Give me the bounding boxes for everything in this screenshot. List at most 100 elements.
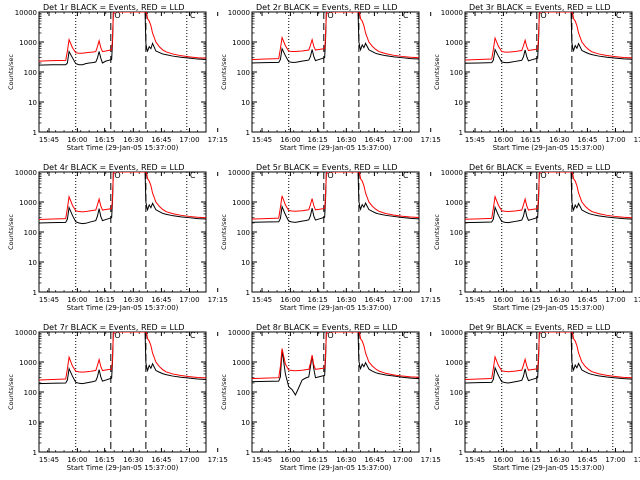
panel-det-9r: Det 9r BLACK = Events, RED = LLD 1 10 100 10… <box>433 323 640 472</box>
x-tick-label: 17:15 <box>421 456 441 464</box>
y-tick-label: 100 <box>450 389 463 397</box>
series-events-line <box>465 332 632 384</box>
y-tick-label: 100 <box>237 389 250 397</box>
y-axis-label: Counts/sec <box>433 54 441 90</box>
series-lld-line <box>252 332 419 380</box>
x-tick-label: 15:45 <box>39 136 59 144</box>
y-tick-label: 1 <box>459 289 463 297</box>
marker-label: C <box>403 11 409 20</box>
x-tick-label: 16:15 <box>521 296 541 304</box>
x-tick-label: 16:00 <box>493 296 513 304</box>
panel-det-1r: Det 1r BLACK = Events, RED = LLD 1 10 100 10… <box>7 3 228 152</box>
y-tick-label: 10 <box>28 99 37 107</box>
series-lld-line <box>39 172 206 221</box>
plot-frame <box>251 171 420 293</box>
x-tick-label: 17:00 <box>179 456 199 464</box>
y-tick-label: 10 <box>454 259 463 267</box>
x-tick-label: 17:00 <box>179 136 199 144</box>
panel-title: Det 7r BLACK = Events, RED = LLD <box>43 323 185 332</box>
x-tick-label: 16:45 <box>577 136 597 144</box>
x-tick-label: 17:00 <box>605 136 625 144</box>
plot-frame <box>38 11 207 133</box>
y-tick-label: 10000 <box>228 9 250 17</box>
x-tick-label: 16:00 <box>493 456 513 464</box>
x-tick-label: 15:45 <box>252 296 272 304</box>
y-tick-label: 1000 <box>445 199 463 207</box>
x-tick-label: 17:00 <box>179 296 199 304</box>
x-tick-label: 16:00 <box>493 136 513 144</box>
y-tick-label: 10 <box>28 259 37 267</box>
series-lld-line <box>465 332 632 380</box>
panel-det-4r: Det 4r BLACK = Events, RED = LLD 1 10 100 10… <box>7 163 228 312</box>
x-axis-label: Start Time (29-Jan-05 15:37:00) <box>280 144 392 152</box>
x-axis-label: Start Time (29-Jan-05 15:37:00) <box>493 304 605 312</box>
x-tick-label: 16:15 <box>308 296 328 304</box>
plot-frame <box>464 11 633 133</box>
marker-label: O <box>540 331 546 340</box>
y-tick-label: 10 <box>28 419 37 427</box>
series-lld-line <box>465 172 632 220</box>
marker-label: O <box>114 11 120 20</box>
x-axis-label: Start Time (29-Jan-05 15:37:00) <box>67 304 179 312</box>
x-tick-label: 15:45 <box>252 136 272 144</box>
x-tick-label: 16:30 <box>549 456 569 464</box>
x-tick-label: 16:45 <box>151 456 171 464</box>
y-tick-label: 100 <box>450 229 463 237</box>
y-tick-label: 10 <box>454 419 463 427</box>
x-tick-label: 16:30 <box>123 296 143 304</box>
plot-frame <box>464 331 633 453</box>
x-axis-label: Start Time (29-Jan-05 15:37:00) <box>493 144 605 152</box>
series-events-line <box>465 172 632 224</box>
x-tick-label: 16:00 <box>280 296 300 304</box>
panel-title: Det 1r BLACK = Events, RED = LLD <box>43 3 185 12</box>
series-events-line <box>252 332 419 396</box>
x-tick-label: 16:00 <box>280 456 300 464</box>
x-tick-label: 17:15 <box>634 136 640 144</box>
y-tick-label: 10 <box>241 99 250 107</box>
series-lld-line <box>252 12 419 61</box>
x-axis-label: Start Time (29-Jan-05 15:37:00) <box>280 304 392 312</box>
x-tick-label: 15:45 <box>39 456 59 464</box>
x-tick-label: 16:45 <box>577 296 597 304</box>
y-tick-label: 1000 <box>19 359 37 367</box>
series-lld-line <box>465 12 632 61</box>
x-tick-label: 15:45 <box>465 456 485 464</box>
y-tick-label: 10000 <box>15 169 37 177</box>
y-tick-label: 10 <box>241 259 250 267</box>
x-tick-label: 16:00 <box>67 296 87 304</box>
x-tick-label: 16:15 <box>308 136 328 144</box>
x-tick-label: 16:15 <box>95 136 115 144</box>
y-tick-label: 10000 <box>441 329 463 337</box>
y-tick-label: 10000 <box>228 329 250 337</box>
x-tick-label: 15:45 <box>252 456 272 464</box>
x-tick-label: 15:45 <box>39 296 59 304</box>
x-tick-label: 16:15 <box>95 456 115 464</box>
y-axis-label: Counts/sec <box>433 214 441 250</box>
x-tick-label: 16:45 <box>364 456 384 464</box>
x-tick-label: 15:45 <box>465 136 485 144</box>
y-axis-label: Counts/sec <box>7 374 15 410</box>
panel-det-2r: Det 2r BLACK = Events, RED = LLD 1 10 100 10… <box>220 3 441 152</box>
panel-title: Det 9r BLACK = Events, RED = LLD <box>469 323 611 332</box>
series-events-line <box>39 172 206 225</box>
panel-title: Det 5r BLACK = Events, RED = LLD <box>256 163 398 172</box>
y-tick-label: 10 <box>241 419 250 427</box>
plot-frame <box>38 331 207 453</box>
y-tick-label: 1 <box>246 129 250 137</box>
x-tick-label: 17:15 <box>208 136 228 144</box>
marker-label: C <box>190 171 196 180</box>
series-events-line <box>465 12 632 64</box>
x-tick-label: 16:45 <box>364 136 384 144</box>
y-tick-label: 10000 <box>228 169 250 177</box>
y-tick-label: 100 <box>237 229 250 237</box>
plot-frame <box>464 171 633 293</box>
y-tick-label: 1000 <box>232 39 250 47</box>
marker-label: O <box>327 331 333 340</box>
x-tick-label: 17:15 <box>634 456 640 464</box>
x-tick-label: 16:30 <box>123 456 143 464</box>
x-tick-label: 15:45 <box>465 296 485 304</box>
y-tick-label: 100 <box>450 69 463 77</box>
series-events-line <box>252 172 419 223</box>
panel-det-5r: Det 5r BLACK = Events, RED = LLD 1 10 100 10… <box>220 163 441 312</box>
panel-title: Det 3r BLACK = Events, RED = LLD <box>469 3 611 12</box>
